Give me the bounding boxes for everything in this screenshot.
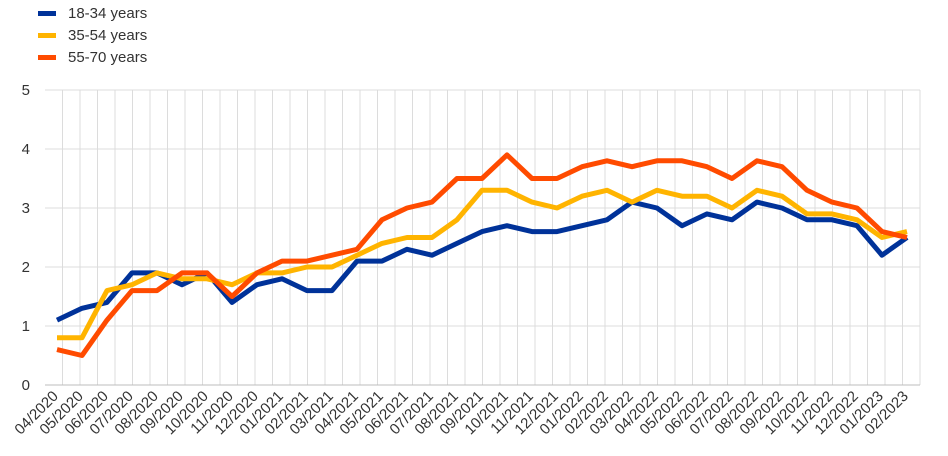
legend-label-35-54: 35-54 years <box>68 26 148 44</box>
y-tick-label: 0 <box>22 377 30 394</box>
y-tick-label: 2 <box>22 259 30 276</box>
legend-item-35-54: 35-54 years <box>38 24 147 46</box>
legend-item-18-34: 18-34 years <box>38 2 147 24</box>
legend-swatch-18-34 <box>38 10 56 16</box>
legend-label-18-34: 18-34 years <box>68 4 148 22</box>
series-line-35-54-years <box>57 187 908 341</box>
legend-item-55-70: 55-70 years <box>38 46 147 68</box>
y-tick-label: 3 <box>22 200 30 217</box>
y-tick-label: 5 <box>22 82 30 99</box>
y-tick-label: 1 <box>22 318 30 335</box>
y-tick-label: 4 <box>22 141 30 158</box>
legend-label-55-70: 55-70 years <box>68 48 148 66</box>
series-line-55-70-years <box>56 152 908 358</box>
legend-swatch-55-70 <box>38 54 56 60</box>
legend: 18-34 years 35-54 years 55-70 years <box>38 2 147 68</box>
legend-swatch-35-54 <box>38 32 56 38</box>
